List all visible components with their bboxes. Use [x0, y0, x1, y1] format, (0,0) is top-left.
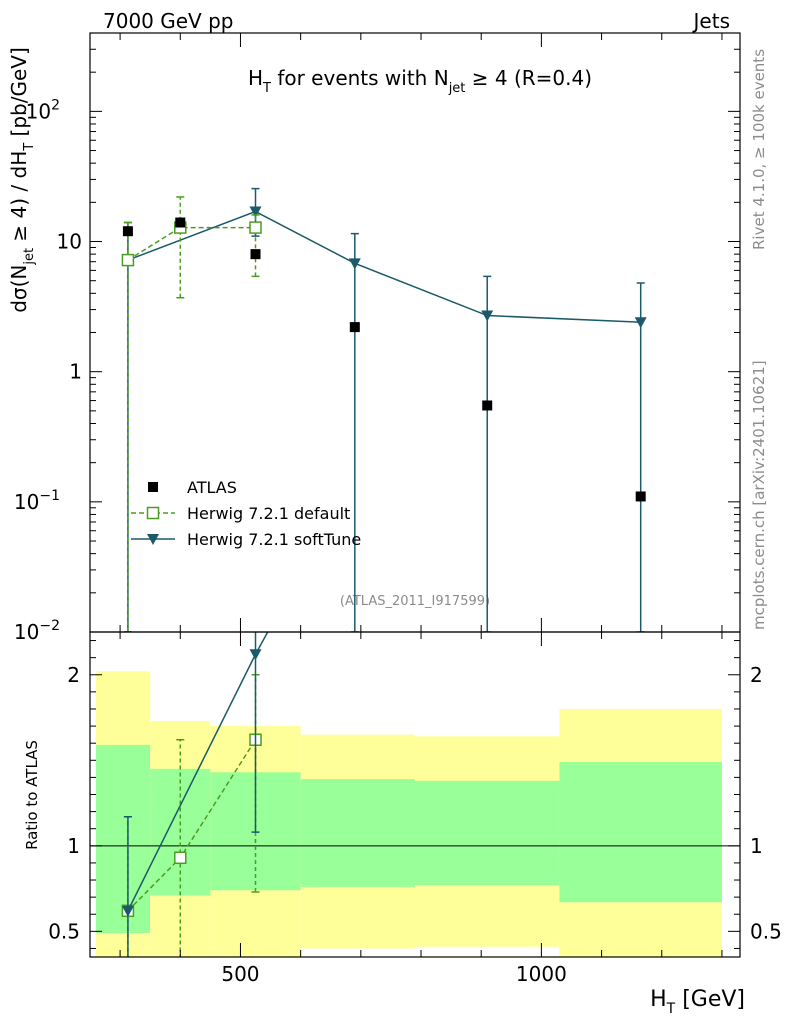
legend: ATLAS Herwig 7.2.1 default Herwig 7.2.1 so… — [131, 478, 361, 549]
main-soft-marker-2 — [348, 258, 361, 270]
ratio-soft-marker-0 — [121, 905, 134, 917]
legend-atlas-marker — [148, 482, 158, 492]
inner-band-3 — [300, 779, 415, 887]
ratio-ytick-label-left-1: 1 — [67, 834, 80, 858]
main-soft-marker-4 — [634, 317, 647, 329]
ratio-ytick-label-left-2: 0.5 — [48, 919, 80, 943]
main-default-marker-0 — [121, 253, 135, 267]
main-atlas-marker-1 — [175, 217, 186, 228]
side-label-bottom: mcplots.cern.ch [arXiv:2401.10621] — [750, 360, 768, 630]
ratio-ytick-label-right-0: 2 — [750, 663, 763, 687]
inner-band-4 — [415, 780, 560, 886]
main-atlas-marker-3 — [349, 322, 360, 333]
side-label-top: Rivet 4.1.0, ≥ 100k events — [750, 49, 768, 250]
analysis-watermark: (ATLAS_2011_I917599) — [340, 594, 490, 609]
legend-default-marker — [146, 506, 160, 520]
ratio-plot-area — [90, 567, 740, 957]
main-ylabel: dσ(Njet ≥ 4) / dHT [pb/GeV] — [7, 47, 37, 313]
main-default-line — [127, 226, 256, 261]
main-default-marker-2 — [249, 221, 262, 234]
legend-label-soft: Herwig 7.2.1 softTune — [187, 530, 361, 549]
main-plot-area — [121, 187, 647, 632]
legend-soft-marker — [147, 534, 159, 545]
ratio-uncertainty-bands — [96, 671, 722, 957]
main-soft-line — [127, 210, 641, 323]
legend-label-default: Herwig 7.2.1 default — [187, 504, 350, 523]
ratio-soft-marker-2 — [295, 567, 307, 578]
main-ytick-label-2: 1 — [69, 360, 82, 384]
inner-band-0 — [96, 744, 151, 934]
main-atlas-marker-2 — [250, 249, 261, 260]
header-left: 7000 GeV pp — [103, 9, 234, 33]
main-soft-marker-3 — [481, 310, 494, 322]
legend-label-atlas: ATLAS — [187, 478, 237, 497]
x-tick-label-0: 500 — [221, 962, 259, 986]
x-axis-label: HT [GeV] — [650, 987, 745, 1017]
ratio-default-marker-1 — [174, 851, 187, 865]
ratio-ytick-label-right-2: 0.5 — [750, 919, 782, 943]
header-right: Jets — [692, 9, 730, 33]
axes: 102 10 1 10−1 10−2 500 1000 2 2 1 1 0.5 0.5 — [14, 32, 782, 986]
main-ytick-label-3: 10−1 — [14, 488, 60, 514]
ratio-ytick-label-right-1: 1 — [750, 834, 763, 858]
x-tick-label-1: 1000 — [516, 962, 567, 986]
main-atlas-marker-5 — [635, 491, 646, 502]
main-ytick-label-1: 10 — [57, 230, 82, 254]
inner-band-5 — [559, 762, 722, 903]
main-ytick-label-4: 10−2 — [14, 618, 60, 644]
main-soft-marker-1 — [249, 206, 262, 218]
main-atlas-marker-0 — [122, 226, 133, 237]
main-atlas-marker-4 — [482, 400, 493, 411]
ratio-soft-marker-1 — [249, 649, 262, 661]
ratio-ylabel: Ratio to ATLAS — [23, 740, 41, 850]
ratio-ytick-label-left-0: 2 — [67, 663, 80, 687]
main-ytick-label-0: 102 — [26, 97, 60, 123]
main-title: HT for events with Njet ≥ 4 (R=0.4) — [248, 66, 592, 96]
